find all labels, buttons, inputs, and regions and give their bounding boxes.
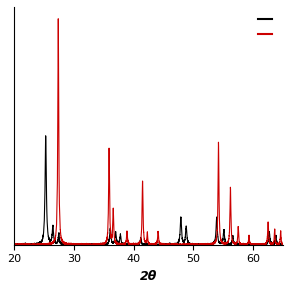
Legend: , : ,: [255, 12, 278, 43]
X-axis label: 2θ: 2θ: [140, 270, 157, 283]
